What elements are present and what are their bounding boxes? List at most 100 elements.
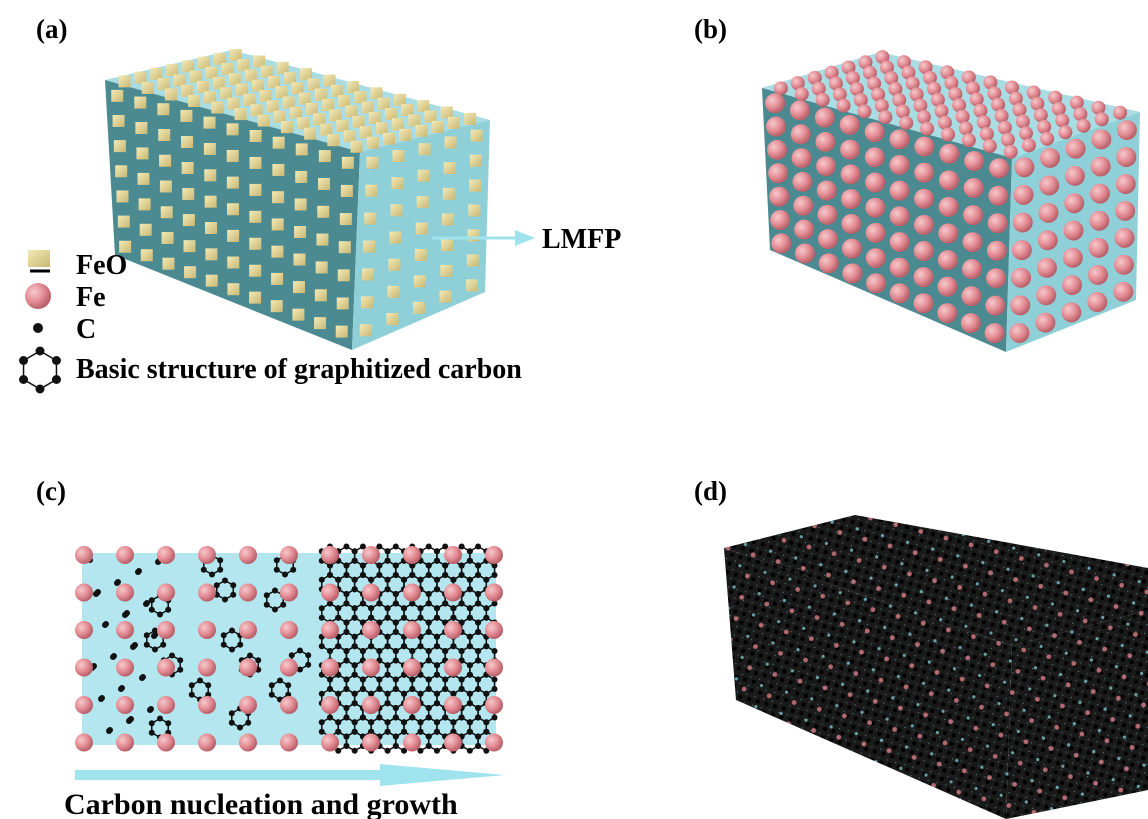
fe-particle <box>765 93 785 113</box>
fe-particle <box>866 248 886 268</box>
feo-particle <box>370 87 382 99</box>
carbon-atom <box>475 658 481 664</box>
fe-particle <box>1091 129 1111 149</box>
feo-particle <box>118 216 130 228</box>
feo-particle <box>115 165 127 177</box>
fe-particle <box>985 323 1005 343</box>
process-arrow <box>75 764 505 786</box>
carbon-atom <box>409 572 415 578</box>
feo-particle <box>227 150 239 162</box>
carbon-atom <box>401 643 407 649</box>
feo-particle <box>261 66 273 78</box>
carbon-atom <box>352 672 358 678</box>
fe-particle <box>961 313 981 333</box>
fe-particle <box>403 734 421 752</box>
carbon-atom <box>19 375 28 384</box>
fe-particle <box>444 621 462 639</box>
fe-particle <box>774 81 788 95</box>
feo-particle <box>205 248 217 260</box>
carbon-atom <box>343 648 349 654</box>
feo-particle <box>464 113 476 125</box>
fe-particle <box>1040 132 1054 146</box>
carbon-atom <box>197 678 203 684</box>
fe-particle <box>963 232 983 252</box>
carbon-atom <box>450 605 456 611</box>
feo-particle <box>134 72 146 84</box>
process-label: Carbon nucleation and growth <box>64 788 458 819</box>
carbon-atom <box>426 677 432 683</box>
fe-particle <box>890 129 910 149</box>
carbon-atom <box>385 672 391 678</box>
carbon-atom <box>264 602 270 608</box>
carbon-atom <box>426 734 432 740</box>
fe-particle <box>485 546 503 564</box>
carbon-atom <box>335 719 341 725</box>
feo-particle <box>220 87 232 99</box>
feo-particle <box>252 80 264 92</box>
feo-particle <box>272 191 284 203</box>
fe-particle <box>938 116 952 130</box>
carbon-atom <box>385 662 391 668</box>
feo-particle <box>392 118 404 130</box>
substrate <box>82 553 496 745</box>
fe-particle <box>75 584 93 602</box>
fe-particle <box>1087 292 1107 312</box>
carbon-atom <box>442 601 448 607</box>
carbon-atom <box>201 567 207 573</box>
carbon-atom <box>393 620 399 626</box>
feo-particle <box>344 130 356 142</box>
carbon-atom <box>409 677 415 683</box>
feo-particle <box>297 117 309 129</box>
carbon-atom <box>177 667 183 673</box>
carbon-atom <box>269 692 275 698</box>
carbon-atom <box>459 686 465 692</box>
carbon-atom <box>52 356 61 365</box>
fe-particle <box>1013 212 1033 232</box>
feo-particle <box>389 232 401 244</box>
feo-particle <box>251 104 263 116</box>
fe-particle <box>963 205 983 225</box>
fe-particle <box>766 117 786 137</box>
fe-particle <box>985 296 1005 316</box>
fe-particle <box>157 696 175 714</box>
carbon-atom <box>483 729 489 735</box>
carbon-atom <box>385 729 391 735</box>
carbon-atom <box>343 658 349 664</box>
feo-particle <box>383 133 395 145</box>
carbon-atom <box>149 730 155 736</box>
feo-particle <box>268 76 280 88</box>
carbon-atom <box>368 643 374 649</box>
carbon-atom <box>492 677 498 683</box>
fe-particle <box>1063 248 1083 268</box>
feo-particle <box>364 213 376 225</box>
fe-particle <box>321 584 339 602</box>
feo-particle <box>250 130 262 142</box>
carbon-atom <box>189 692 195 698</box>
carbon-atom <box>385 634 391 640</box>
feo-particle <box>418 170 430 182</box>
carbon-atom <box>352 748 358 754</box>
carbon-atom <box>230 592 236 598</box>
fe-particle <box>198 734 216 752</box>
feo-particle <box>322 99 334 111</box>
panel-label: (b) <box>694 14 727 44</box>
feo-particle <box>441 106 453 118</box>
legend-feo-icon <box>28 250 50 267</box>
carbon-atom <box>459 601 465 607</box>
carbon-atom <box>467 691 473 697</box>
feo-particle <box>320 124 332 136</box>
feo-particle <box>205 67 217 79</box>
feo-particle <box>415 249 427 261</box>
carbon-atom <box>305 652 311 658</box>
fe-particle <box>1090 184 1110 204</box>
fe-particle <box>75 546 93 564</box>
carbon-atom <box>393 715 399 721</box>
carbon-atom <box>368 577 374 583</box>
carbon-atom <box>417 643 423 649</box>
carbon-atom <box>442 563 448 569</box>
feo-particle <box>250 157 262 169</box>
fe-particle <box>769 187 789 207</box>
fe-particle <box>1091 156 1111 176</box>
carbon-atom <box>352 662 358 668</box>
carbon-atom <box>475 677 481 683</box>
